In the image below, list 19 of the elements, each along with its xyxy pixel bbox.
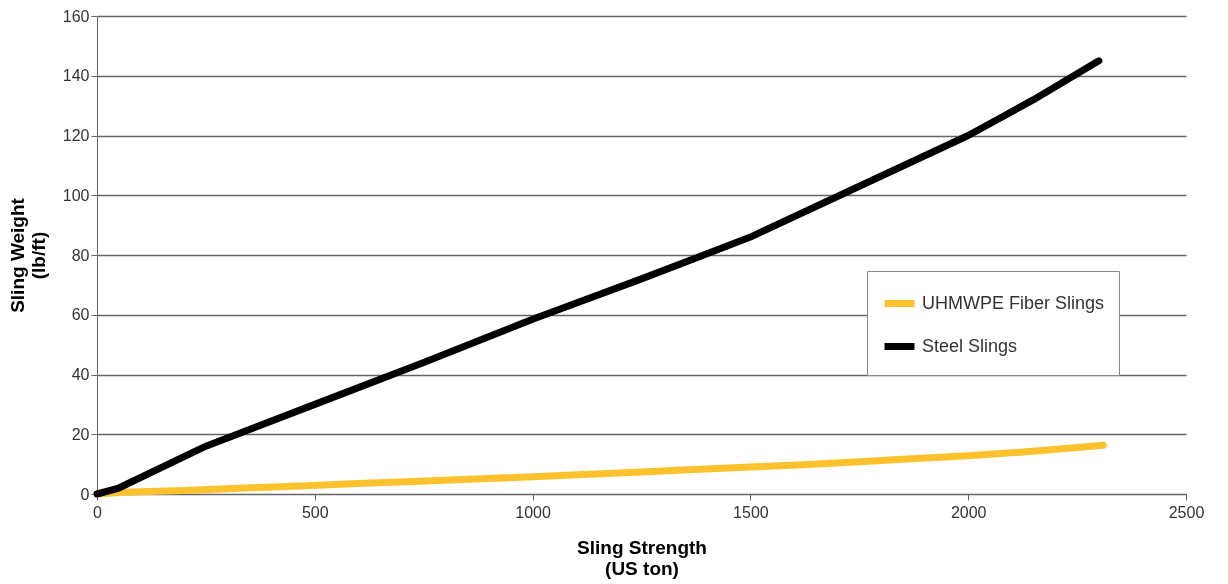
legend-label: UHMWPE Fiber Slings [922,292,1105,313]
x-tick-label: 0 [93,503,103,521]
x-tick-label: 2500 [1168,503,1205,521]
y-tick-label: 140 [62,67,90,85]
y-tick-label: 160 [62,7,90,25]
y-tick-label: 0 [80,485,90,503]
y-tick-label: 60 [71,306,90,324]
x-tick-label: 1000 [515,503,551,521]
x-tick-label: 2000 [950,503,987,521]
y-tick-label: 80 [71,246,90,264]
y-tick-label: 40 [71,366,90,383]
x-tick-label: 500 [301,503,329,521]
legend-label: Steel Slings [922,335,1018,356]
y-axis-title: Sling Weight (lb/ft) [6,197,49,313]
y-tick-label: 20 [71,425,90,443]
y-tick-label: 120 [62,127,90,144]
x-axis-title: Sling Strength (US ton) [577,536,707,579]
x-tick-label: 1500 [733,503,769,521]
y-tick-label: 100 [62,186,90,204]
